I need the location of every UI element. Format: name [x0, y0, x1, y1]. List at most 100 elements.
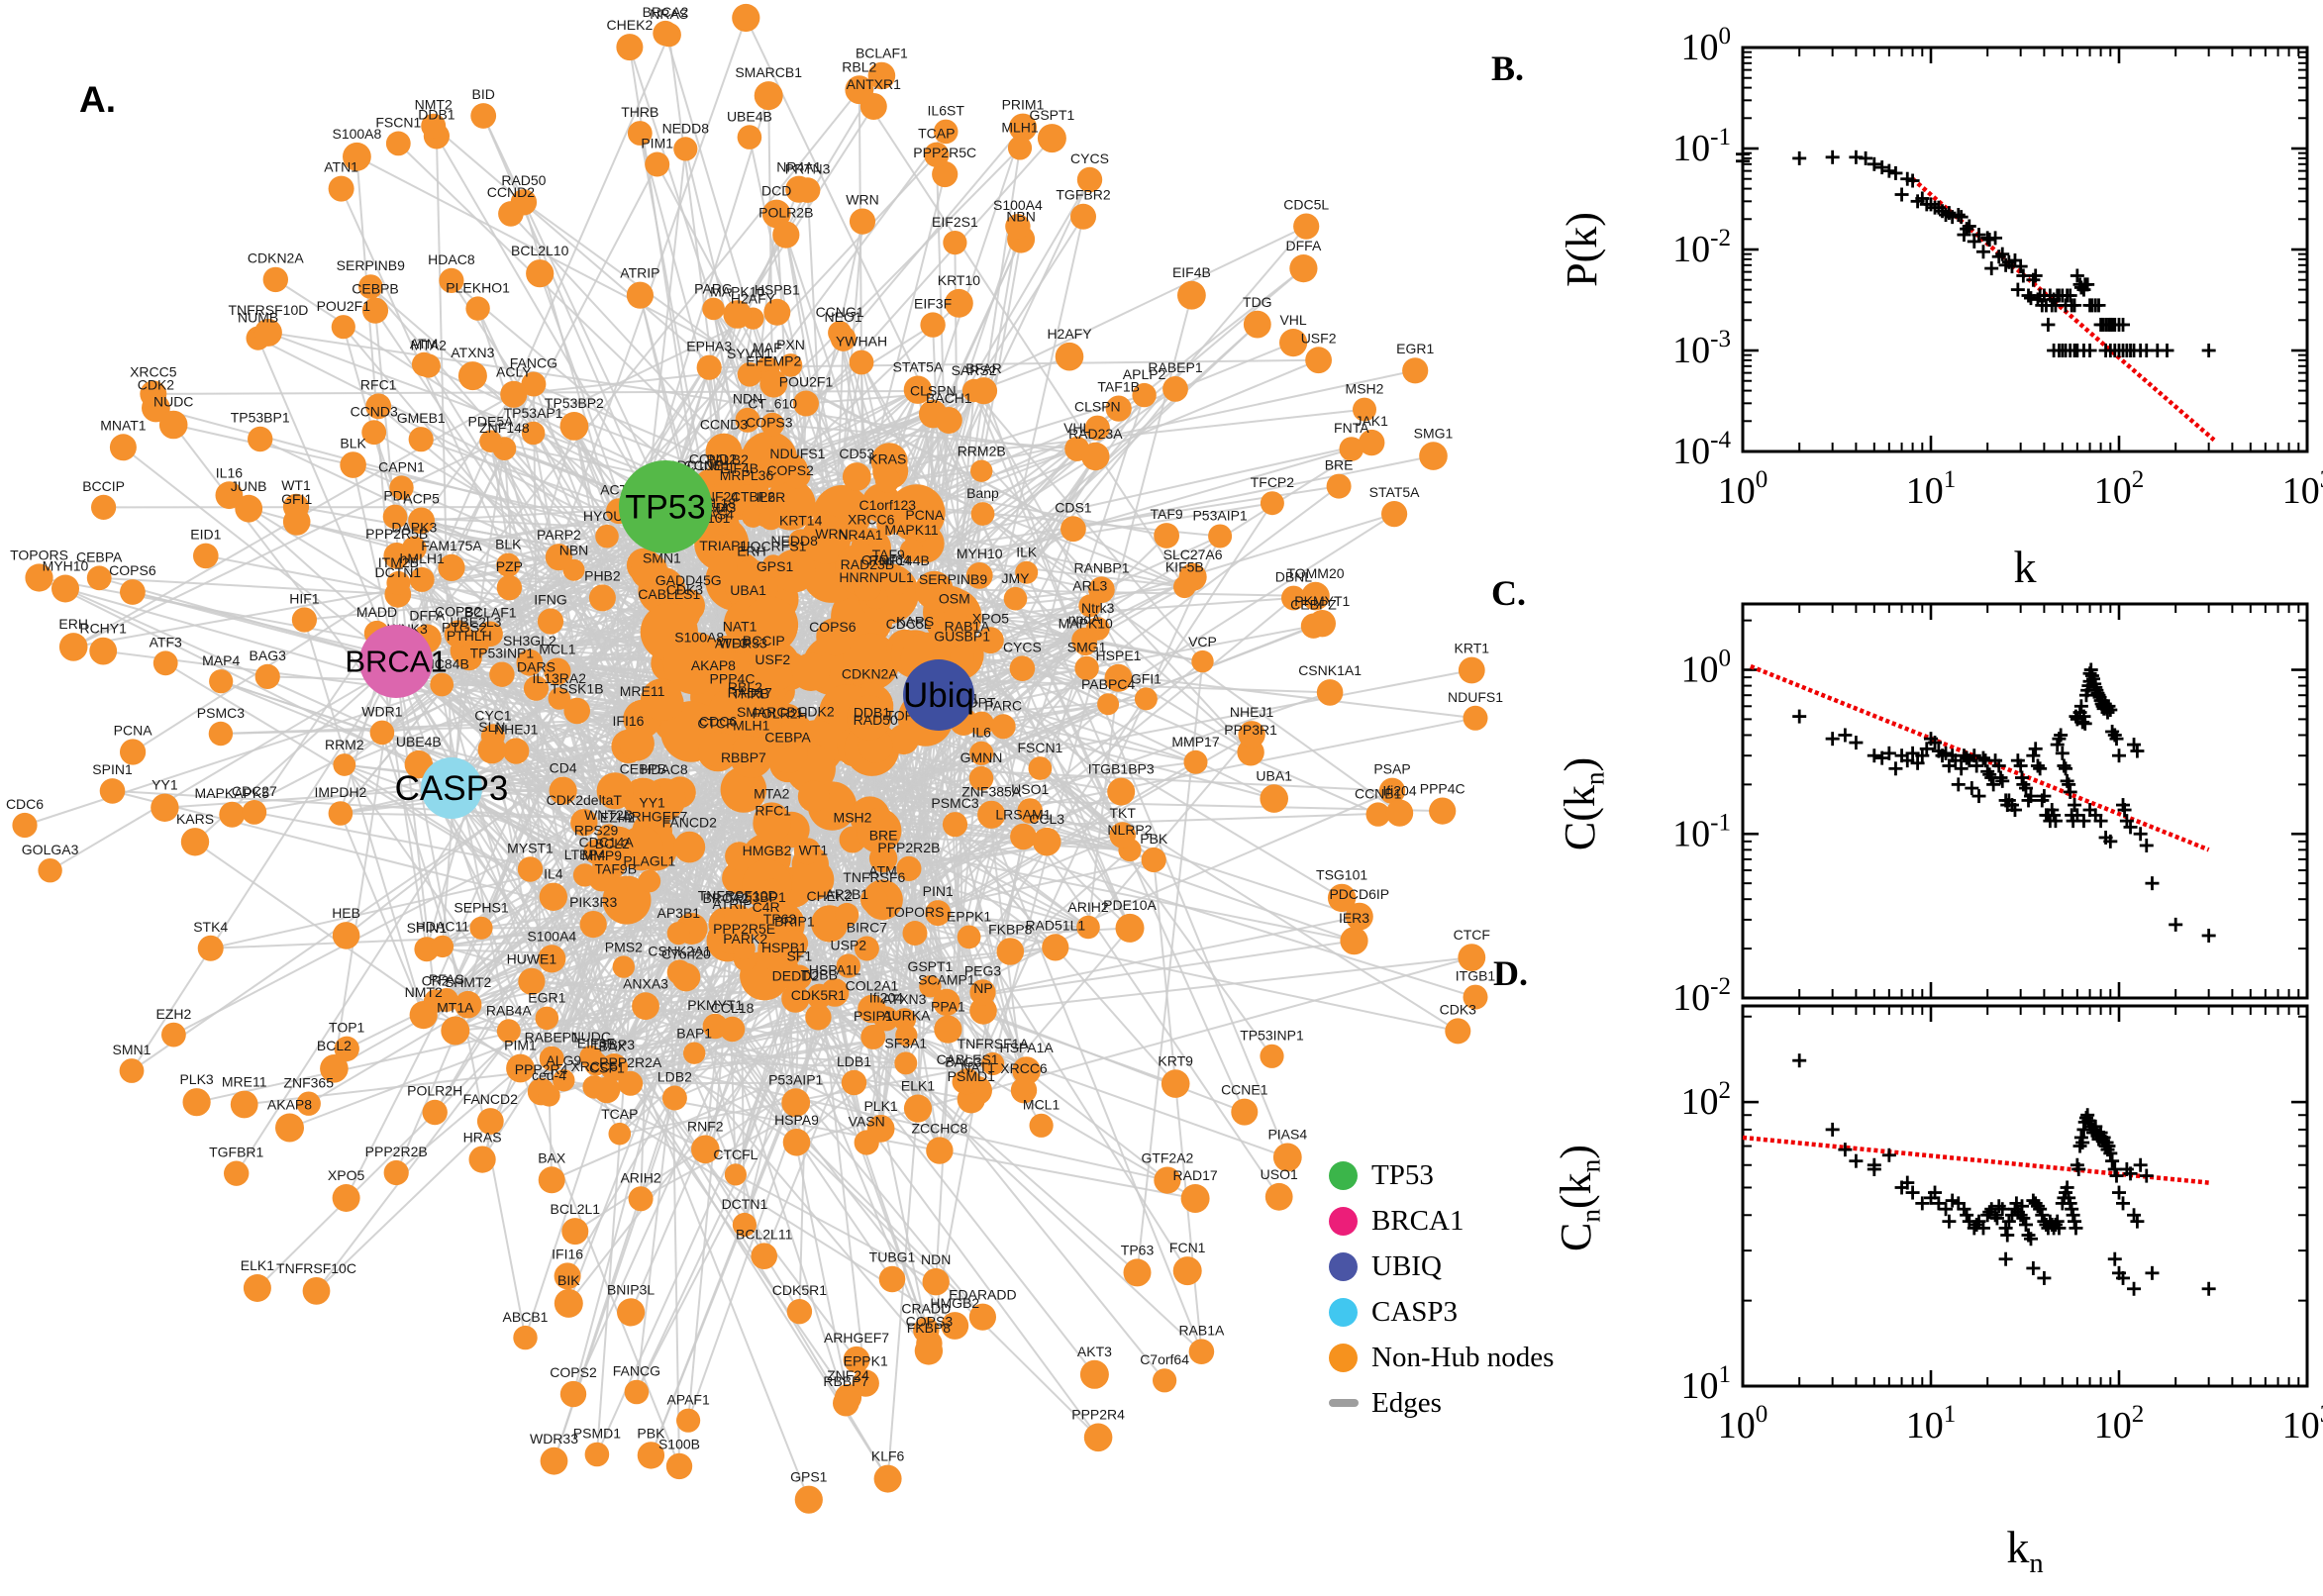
network-node	[888, 724, 919, 755]
gene-label: XRCC5	[570, 1058, 618, 1074]
gene-label: IL6R	[757, 489, 786, 505]
network-node	[847, 695, 892, 741]
gene-label: KARS	[896, 614, 934, 630]
gene-label: ARL3	[1072, 578, 1107, 594]
gene-label: NEO1	[825, 309, 862, 325]
panel-d-label: D.	[1493, 953, 1528, 993]
network-node	[454, 990, 482, 1019]
gene-label: H2AFY	[731, 291, 776, 307]
gene-label: TP63	[1121, 1242, 1155, 1257]
network-node	[735, 484, 758, 507]
gene-label: AKAP8	[267, 1097, 312, 1113]
gene-label: RAD23A	[1068, 426, 1123, 442]
network-node	[1359, 429, 1385, 456]
gene-label: TCAP	[918, 126, 955, 142]
network-node	[626, 281, 655, 309]
gene-label: P53AIP1	[1192, 507, 1247, 523]
scatter-points	[1792, 1053, 2216, 1296]
network-node	[784, 462, 811, 489]
gene-label: FANCD2	[463, 1091, 518, 1107]
gene-label: PARG	[694, 281, 733, 297]
network-node	[1029, 1113, 1054, 1138]
gene-label: MYST1	[507, 840, 554, 855]
network-node	[489, 661, 515, 687]
gene-label: FCN1	[1169, 1240, 1206, 1255]
gene-label: PCNA	[905, 507, 945, 523]
gene-label: CAPN1	[378, 458, 425, 474]
network-node	[1378, 777, 1406, 804]
edge-swatch-icon	[1329, 1399, 1359, 1407]
network-node	[1458, 656, 1485, 684]
gene-label: NUDC	[571, 1029, 611, 1045]
network-node	[1085, 617, 1110, 641]
gene-label: RRM2	[325, 737, 364, 752]
network-node	[421, 113, 447, 139]
gene-label: HSPE1	[1096, 648, 1142, 663]
gene-label: ATRIP	[712, 896, 752, 912]
network-node	[1327, 883, 1357, 913]
network-node	[709, 554, 738, 583]
gene-label: ZNF148	[479, 420, 530, 436]
gene-label: C7orf20	[661, 947, 711, 962]
gene-label: GMEB1	[397, 410, 446, 426]
gene-label: NMT2	[415, 97, 453, 113]
gene-label: ATF3	[715, 635, 748, 650]
gene-label: CCND3	[351, 403, 398, 419]
tick-label: 10-1	[1672, 124, 1731, 169]
network-node	[786, 964, 812, 990]
gene-label: RNF2	[687, 1119, 724, 1135]
network-node	[632, 992, 659, 1021]
network-node	[933, 988, 960, 1017]
gene-label: CDC6	[699, 713, 737, 729]
network-node	[434, 988, 458, 1012]
node-swatch-icon	[1329, 1206, 1358, 1236]
gene-label: CCND2	[689, 451, 737, 467]
gene-label: DCTN1	[722, 1196, 768, 1212]
gene-label: ARIH2	[620, 1169, 660, 1185]
scatter-points	[1792, 662, 2216, 943]
network-node	[1012, 1056, 1041, 1085]
gene-label: NLRP2	[1107, 822, 1152, 838]
network-node	[151, 793, 179, 822]
network-node	[1180, 1184, 1210, 1213]
gene-label: DFFA	[1286, 238, 1322, 253]
network-node	[957, 925, 981, 949]
network-node	[431, 935, 454, 958]
network-node	[990, 714, 1016, 740]
network-node	[382, 504, 408, 530]
gene-label: MTA2	[754, 785, 790, 801]
network-node	[523, 675, 550, 701]
network-node	[563, 697, 590, 725]
gene-label: RAD17	[1173, 1167, 1218, 1183]
gene-label: PTHLH	[447, 628, 492, 644]
network-node	[977, 627, 1004, 654]
network-node	[1105, 395, 1132, 422]
fit-line	[1742, 1135, 2209, 1185]
network-node	[723, 300, 752, 329]
network-legend: TP53 BRCA1 UBIQ CASP3 Non-Hub nodes Edges	[1329, 1152, 1554, 1426]
network-node	[161, 1022, 186, 1047]
network-node	[780, 930, 809, 957]
network-node	[742, 596, 799, 653]
gene-label: PPP2R4	[1071, 1407, 1125, 1423]
network-node	[1260, 491, 1284, 516]
network-node	[852, 1369, 879, 1397]
gene-label: CSNK1A1	[1298, 662, 1362, 678]
network-node	[275, 1113, 304, 1143]
network-node	[619, 726, 655, 761]
gene-label: PDI	[383, 488, 406, 504]
gene-label: WDR1	[361, 704, 402, 720]
gene-label: CRADD	[901, 1300, 951, 1316]
gene-label: ZNF365	[283, 1075, 334, 1091]
gene-label: PALB2	[706, 451, 749, 467]
gene-label: SERPINB9	[337, 257, 405, 273]
network-node	[791, 652, 831, 691]
network-node	[209, 669, 234, 694]
network-node	[792, 858, 835, 901]
gene-label: NR4A1	[838, 527, 882, 543]
network-node	[1104, 663, 1133, 692]
gene-label: HMGB2	[743, 843, 792, 858]
gene-label: SMN1	[113, 1042, 152, 1057]
network-panel: ZNF24 C7orf64 CDC6 S100A8 GPS1 COPS6 COPS2 COPS…	[6, 0, 1503, 1514]
gene-label: CDK5R1	[772, 1282, 827, 1298]
